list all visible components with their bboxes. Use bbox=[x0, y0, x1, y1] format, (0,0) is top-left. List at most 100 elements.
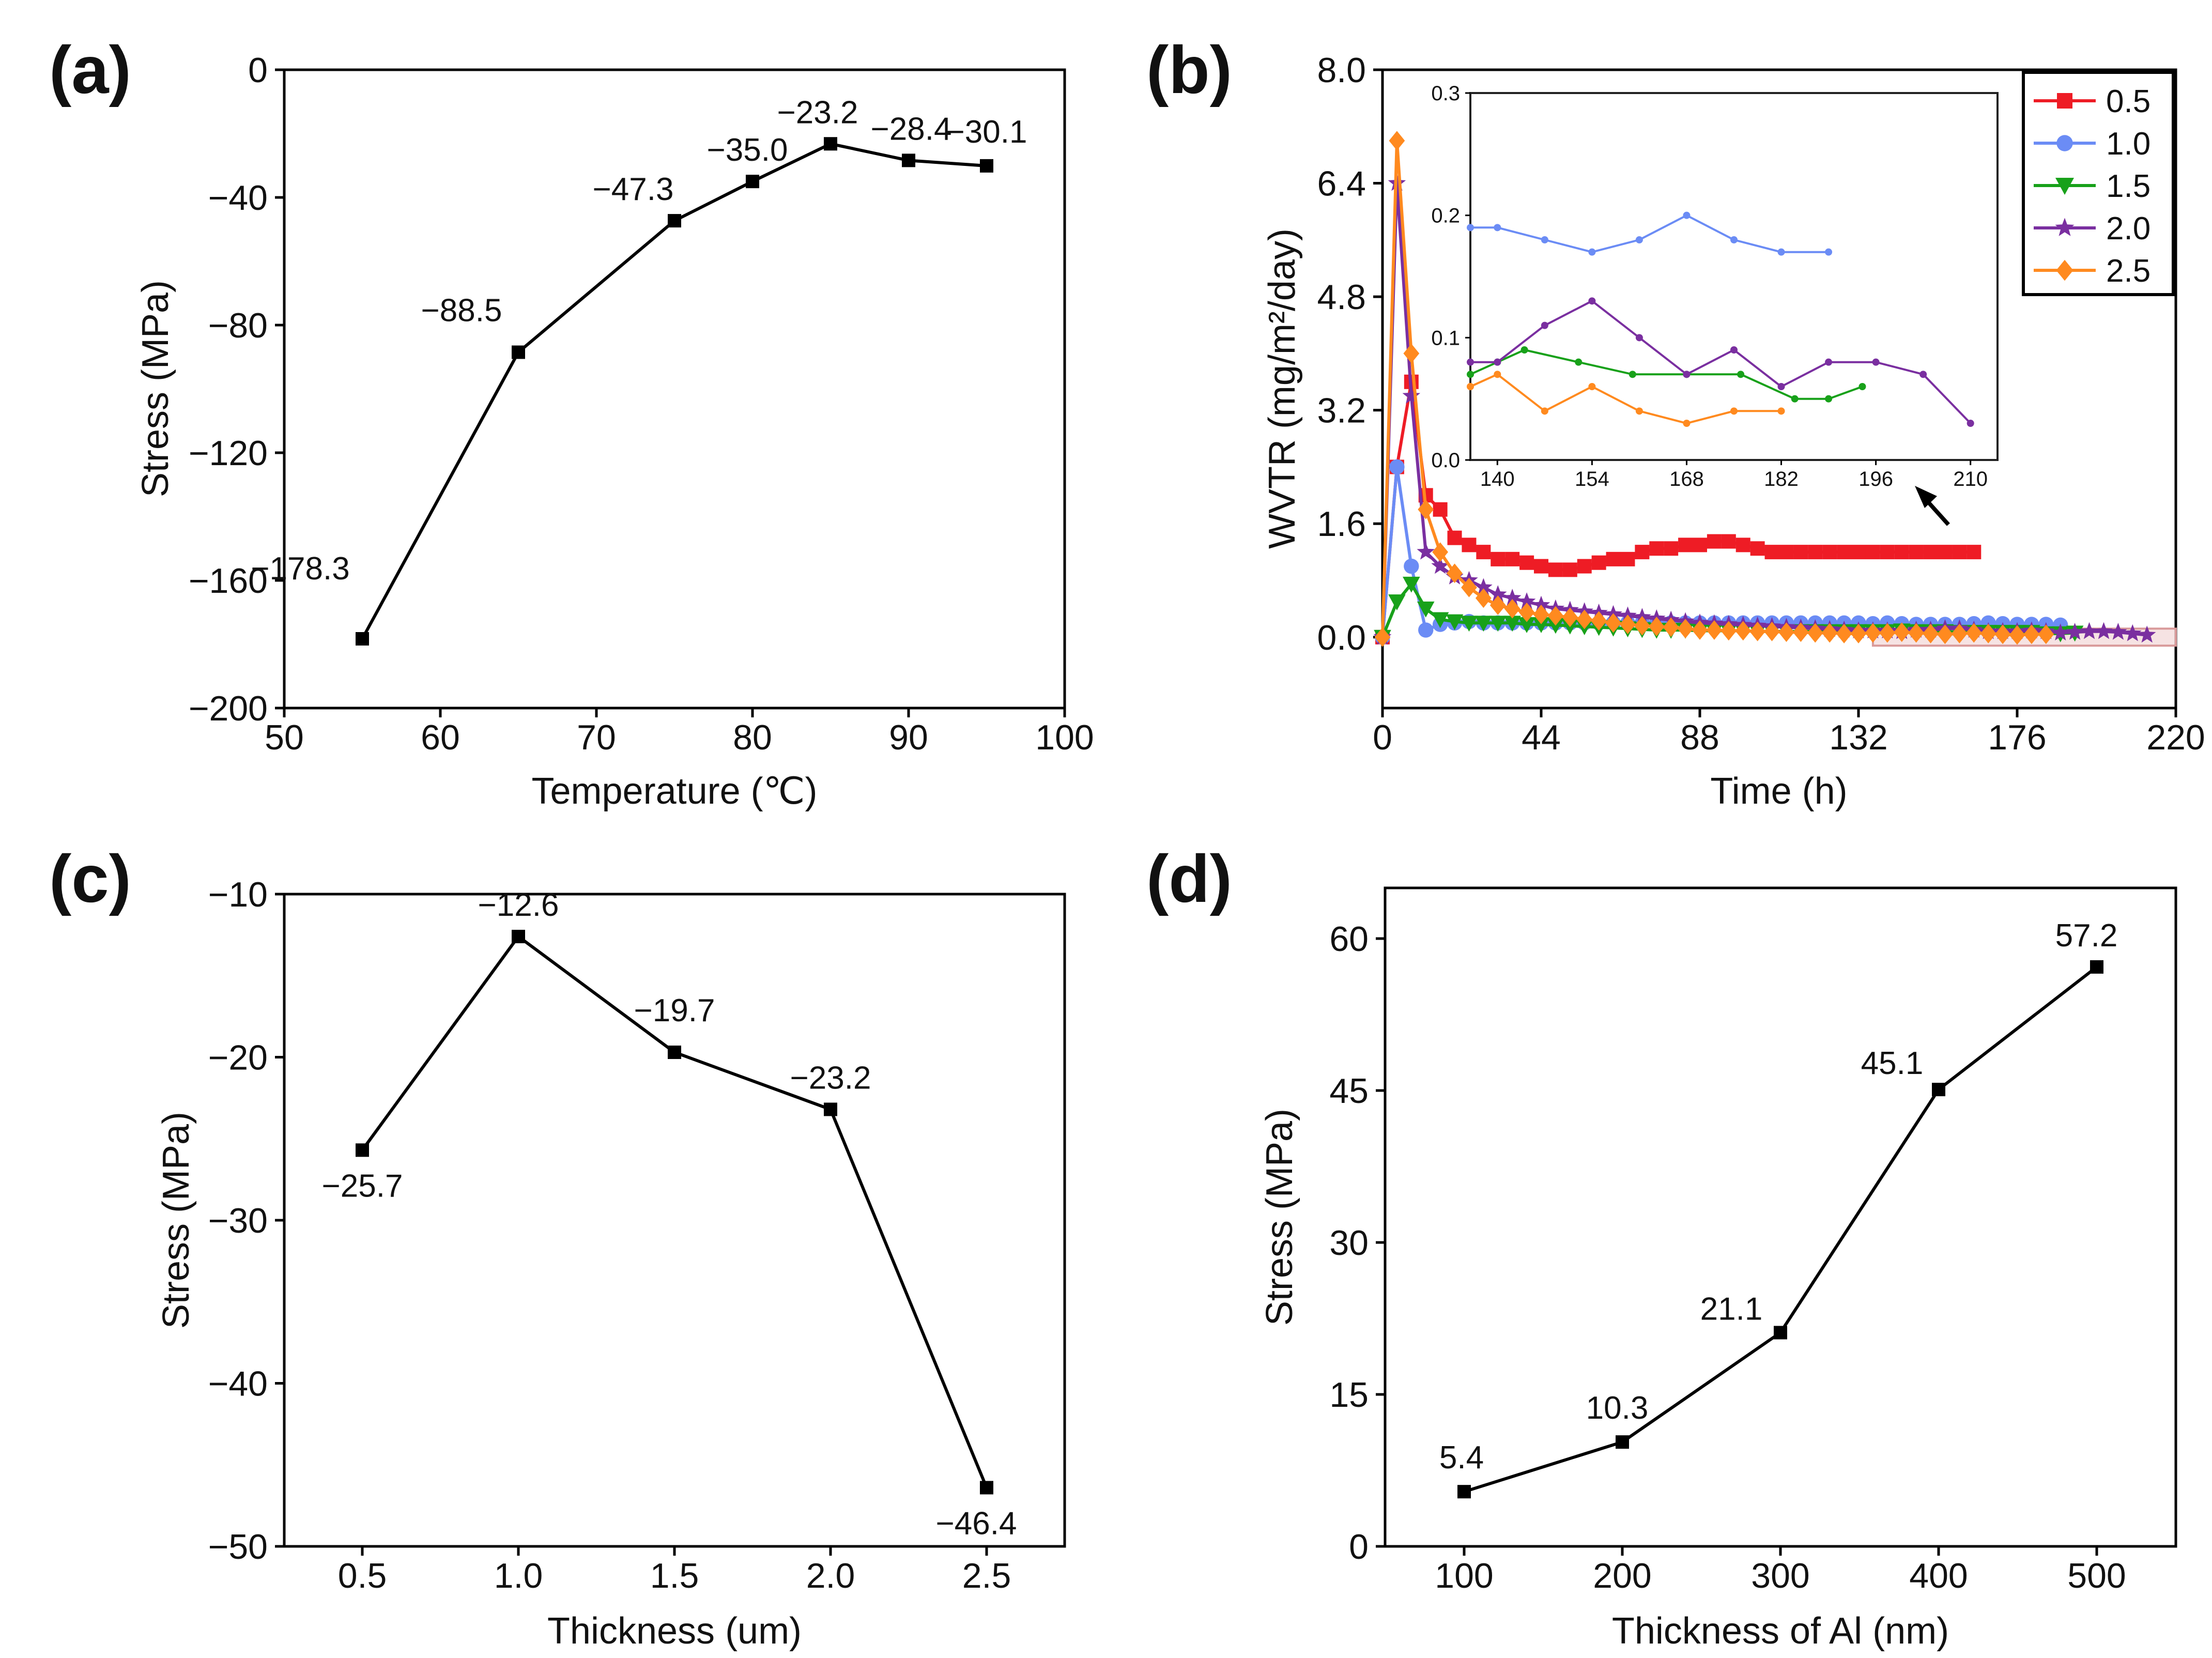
data-point-0.5 bbox=[1606, 551, 1621, 566]
data-point-2.5 bbox=[1951, 624, 1968, 643]
inset-data-point-2.5 bbox=[1777, 407, 1785, 415]
data-point-1.5 bbox=[1532, 617, 1550, 633]
a-x-tick-label: 90 bbox=[889, 718, 928, 757]
d-x-tick-label: 300 bbox=[1751, 1556, 1809, 1595]
data-point-0.5 bbox=[1851, 545, 1866, 560]
data-point-0.5 bbox=[1779, 545, 1794, 560]
plot-frame-b bbox=[1381, 68, 2177, 710]
data-point-2.0 bbox=[2124, 624, 2142, 641]
arrow-icon bbox=[1915, 486, 1950, 526]
data-point-0.5 bbox=[1865, 545, 1880, 560]
data-point-2.5 bbox=[1821, 623, 1838, 643]
a-data-point bbox=[356, 632, 369, 646]
d-data-point bbox=[1616, 1435, 1629, 1449]
inset-data-point-1.0 bbox=[1541, 236, 1548, 243]
panel-d: (d) 100 200 300 400 500 0 15 30 45 60 5.4 10.3 21.… bbox=[1146, 841, 2177, 1652]
a-data-point bbox=[668, 214, 681, 228]
c-data-point bbox=[512, 930, 525, 944]
data-point-0.5 bbox=[1447, 530, 1462, 545]
b-y-tick-label: 6.4 bbox=[1317, 164, 1366, 204]
inset-data-point-2.0 bbox=[1967, 420, 1974, 427]
data-point-2.5 bbox=[1389, 131, 1405, 151]
inset-data-point-1.5 bbox=[1737, 371, 1745, 378]
data-point-1.5 bbox=[1547, 618, 1564, 634]
data-point-0.5 bbox=[1721, 534, 1736, 549]
inset-data-point-2.0 bbox=[1635, 334, 1643, 342]
inset-x-tick-label: 140 bbox=[1480, 468, 1515, 490]
a-y-tick-label: −160 bbox=[189, 561, 268, 601]
data-point-0.5 bbox=[1534, 559, 1548, 574]
data-point-0.5 bbox=[1519, 555, 1534, 570]
inset-data-point-2.5 bbox=[1494, 371, 1501, 378]
d-x-tick-label: 400 bbox=[1909, 1556, 1968, 1595]
d-y-tick-label: 30 bbox=[1329, 1223, 1369, 1263]
b-y-tick-label: 4.8 bbox=[1317, 278, 1366, 317]
legend-marker-2.5 bbox=[2056, 259, 2073, 281]
data-point-0.5 bbox=[1837, 545, 1852, 560]
inset-data-point-1.5 bbox=[1825, 395, 1833, 403]
inset-data-point-1.0 bbox=[1494, 224, 1501, 232]
d-data-point bbox=[1932, 1083, 1945, 1097]
data-point-2.5 bbox=[1533, 604, 1549, 624]
a-data-label: −23.2 bbox=[777, 95, 858, 130]
b-x-tick-label: 176 bbox=[1988, 718, 2046, 757]
y-axis-title-b: WVTR (mg/m²/day) bbox=[1262, 228, 1303, 549]
a-x-tick-label: 70 bbox=[577, 718, 616, 757]
y-axis-title-c: Stress (MPa) bbox=[156, 1112, 197, 1329]
c-x-tick-label: 2.5 bbox=[962, 1556, 1011, 1595]
c-data-point bbox=[356, 1143, 369, 1157]
inset-data-point-2.0 bbox=[1825, 358, 1833, 366]
c-x-tick-label: 2.0 bbox=[806, 1556, 855, 1595]
inset-data-point-2.5 bbox=[1588, 383, 1596, 390]
data-point-2.5 bbox=[1518, 602, 1535, 622]
inset-data-point-2.0 bbox=[1683, 371, 1691, 378]
a-y-tick-label: 0 bbox=[248, 51, 268, 90]
b-x-tick-label: 88 bbox=[1680, 718, 1719, 757]
inset-x-tick-label: 168 bbox=[1669, 468, 1704, 490]
panel-label-d: (d) bbox=[1146, 841, 1232, 916]
data-point-1.0 bbox=[1404, 558, 1419, 574]
data-point-2.5 bbox=[1418, 499, 1434, 519]
x-axis-title-b: Time (h) bbox=[1710, 771, 1847, 812]
c-y-tick-label: −10 bbox=[208, 875, 268, 914]
inset-data-point-1.5 bbox=[1467, 371, 1474, 378]
inset-data-point-2.0 bbox=[1467, 358, 1474, 366]
d-y-tick-label: 60 bbox=[1329, 919, 1369, 959]
panel-label-a: (a) bbox=[49, 32, 131, 108]
data-point-2.5 bbox=[1721, 621, 1737, 641]
data-point-2.5 bbox=[1865, 623, 1881, 643]
data-point-2.5 bbox=[1620, 615, 1636, 634]
c-y-tick-label: −20 bbox=[208, 1038, 268, 1078]
inset-y-tick-label: 0.1 bbox=[1431, 327, 1460, 349]
inset-x-tick-label: 182 bbox=[1764, 468, 1799, 490]
data-point-0.5 bbox=[1880, 545, 1895, 560]
inset-data-point-1.5 bbox=[1629, 371, 1636, 378]
a-data-point bbox=[980, 159, 993, 173]
c-y-tick-label: −30 bbox=[208, 1201, 268, 1240]
legend-marker-1.5 bbox=[2055, 178, 2074, 195]
b-x-tick-label: 0 bbox=[1373, 718, 1392, 757]
inset-x-tick-label: 154 bbox=[1575, 468, 1609, 490]
data-point-0.5 bbox=[1750, 541, 1765, 556]
d-data-label: 21.1 bbox=[1700, 1291, 1763, 1327]
b-x-tick-label: 132 bbox=[1829, 718, 1887, 757]
inset-data-point-2.0 bbox=[1541, 321, 1548, 329]
inset-data-point-2.0 bbox=[1919, 371, 1927, 378]
b-x-tick-label: 220 bbox=[2146, 718, 2205, 757]
a-data-point bbox=[512, 345, 525, 359]
panel-c: (c) 0.5 1.0 1.5 2.0 2.5 −10 −20 −30 −40 −50 −25.… bbox=[49, 841, 1066, 1652]
c-data-point bbox=[980, 1481, 993, 1495]
data-point-0.5 bbox=[1822, 545, 1837, 560]
data-point-2.0 bbox=[2051, 623, 2069, 641]
legend-label-0.5: 0.5 bbox=[2106, 84, 2150, 119]
data-point-0.5 bbox=[1620, 551, 1635, 566]
inset-series-line-2.0 bbox=[1470, 299, 1972, 424]
d-x-tick-label: 500 bbox=[2067, 1556, 2126, 1595]
data-point-2.5 bbox=[1692, 620, 1708, 640]
data-point-2.5 bbox=[1937, 624, 1953, 644]
data-point-2.5 bbox=[2038, 624, 2054, 644]
data-point-1.5 bbox=[1403, 576, 1420, 593]
data-point-2.5 bbox=[1764, 621, 1780, 641]
y-axis-title-d: Stress (MPa) bbox=[1259, 1109, 1300, 1326]
c-data-label: −23.2 bbox=[790, 1060, 871, 1096]
